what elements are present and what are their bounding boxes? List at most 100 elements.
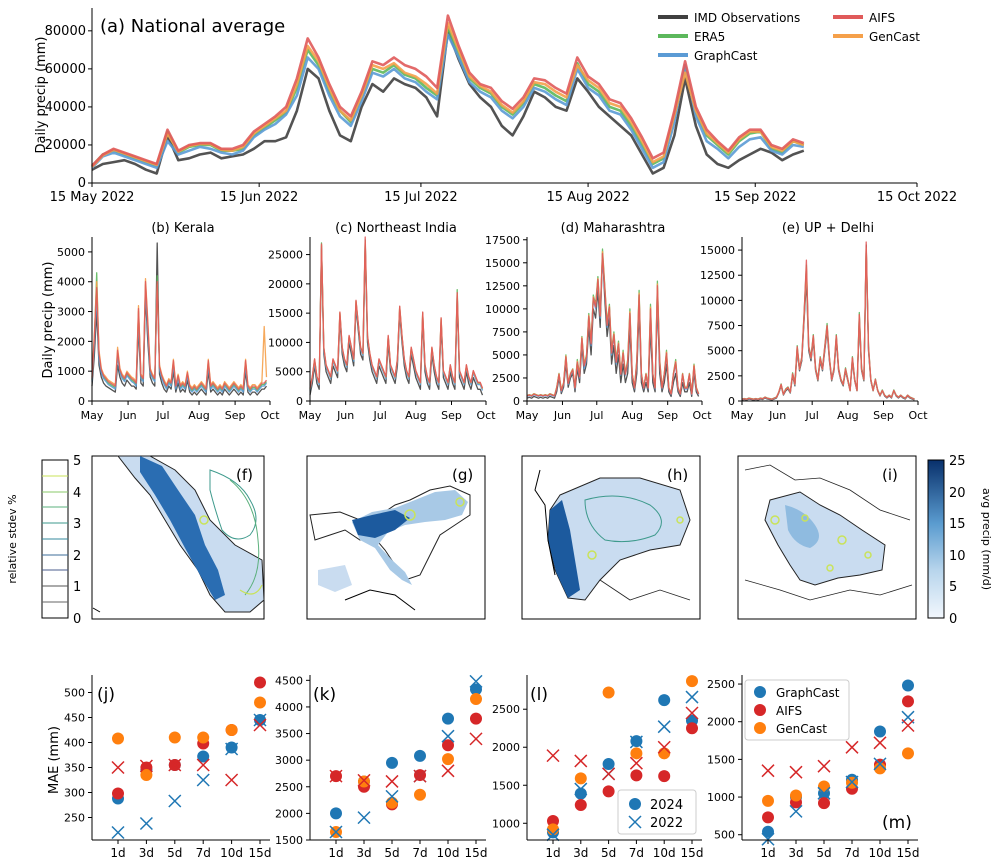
mae-point-gencast-2024 [197,731,210,744]
mae-cross-graphcast-2022 [845,775,859,789]
x-tick-label: Oct [476,409,496,422]
map-contour [864,551,872,559]
y-tick-label: 0 [78,176,86,191]
mae-cross-aifs-2022 [441,764,455,778]
mae-point-aifs-2024 [602,785,615,798]
panel-j: MAE (mm) (j) 250 300 350 400 450 500 1d 3d 5d 7d 1… [47,675,271,860]
y-tick-label: 7500 [707,320,735,333]
mae-cross-aifs-2022 [225,773,239,787]
mae-point-graphcast-2024 [330,807,342,820]
x-tick-label: 15d [897,846,920,860]
legend-label-gencast: GenCast [869,30,920,44]
panel-j-label: (j) [97,685,115,705]
legend-l-2022: 2022 [650,816,683,831]
mae-point-graphcast-2024 [225,741,238,754]
map-borders [309,485,471,581]
y-tick-label: 5000 [275,366,303,379]
y-tick-label: 300 [64,787,85,800]
mae-point-gencast-2024 [225,724,238,736]
mae-point-gencast-2024 [547,823,559,836]
y-tick-label: 1000 [492,817,520,830]
y-tick-label: 15000 [268,307,303,320]
legend-m-circle [754,722,766,734]
mae-point-aifs-2024 [762,811,774,824]
map-contour [676,516,684,524]
legend-a: IMD Observations ERA5 GraphCast AIFS Gen… [658,11,920,63]
y-tick-label: 2500 [492,703,520,716]
legend-m-circle [754,704,766,716]
x-tick-label: Sep [873,409,894,422]
legend-l-cross [628,815,642,829]
mae-point-gencast-2024 [686,675,698,688]
map-contour [199,515,209,525]
y-tick-label: 20000 [45,138,86,153]
mae-point-aifs-2024 [547,814,559,827]
map-high-precip [140,456,225,600]
mae-point-aifs-2024 [902,695,914,708]
y-tick-label: 5000 [492,349,520,362]
y-tick-label: 2000 [707,716,735,729]
map-high-precip [548,500,580,598]
y-tick-label: 2500 [492,372,520,385]
legend-l-2024: 2024 [650,798,683,813]
axes-d [526,237,702,402]
axes-k [309,675,486,841]
y-tick-label: 3000 [57,306,85,319]
mae-cross-aifs-2022 [789,765,803,779]
panel-a-ylabel: Daily precip (mm) [34,37,49,154]
mae-cross-aifs-2022 [817,759,831,773]
mae-cross-aifs-2022 [469,732,483,746]
x-tick-label: Sep [225,409,246,422]
mae-point-aifs-2024 [658,770,671,783]
legend-m: GraphCast AIFS GenCast [744,679,850,741]
colorbar-stdev-tick: 1 [73,580,81,595]
panel-k-label: (k) [313,685,336,705]
map-kerala: (f) [91,455,265,620]
legend-l: 2024 2022 [617,789,697,835]
mae-point-gencast-2024 [414,788,426,801]
mae-cross-aifs-2022 [253,718,267,732]
series-line-b-aifs [91,281,268,390]
mae-point-gencast-2024 [902,747,914,760]
colorbar-stdev-tick: 4 [73,486,81,501]
series-line-b-imd-observations [91,242,268,396]
series-line-e-graphcast [741,254,915,401]
map-region-shape [785,505,819,548]
mae-cross-aifs-2022 [657,740,671,754]
map-northeast-label: (g) [452,466,473,484]
y-tick-label: 1500 [492,779,520,792]
map-up-delhi: (i) [737,455,917,620]
mae-cross-graphcast-2022 [225,742,239,756]
x-tick-label: Sep [657,409,678,422]
mae-point-graphcast-2024 [902,679,914,692]
map-coast [92,607,101,613]
legend-label-imd: IMD Observations [694,11,800,25]
y-tick-label: 15000 [485,257,520,270]
y-tick-label: 0 [728,395,735,408]
mae-cross-graphcast-2022 [385,789,399,803]
mae-point-graphcast-2024 [414,749,426,762]
series-line-a-aifs [91,14,805,167]
map-contour [404,509,416,521]
mae-point-gencast-2024 [762,794,774,807]
x-tick-label: 15 Aug 2022 [546,190,629,205]
series-line-e-era5 [741,249,915,400]
mae-cross-aifs-2022 [845,740,859,754]
panel-d: (d) Maharashtra 0 2500 5000 7500 10000 12500 1… [485,221,712,422]
mae-point-gencast-2024 [358,775,370,788]
x-tick-label: Aug [837,409,858,422]
y-tick-label: 500 [714,829,735,842]
map-contour [837,535,847,545]
x-tick-label: Jul [589,409,603,422]
y-tick-label: 450 [64,712,85,725]
colorbar-stdev-tick: 2 [73,549,81,564]
y-tick-label: 2500 [275,781,303,794]
mae-point-graphcast-2024 [602,757,615,770]
colorbar-precip-label: avg precip (mm/d) [980,488,993,590]
y-tick-label: 2000 [492,741,520,754]
map-maharashtra: (h) [521,455,701,620]
y-tick-label: 20000 [268,278,303,291]
mae-point-gencast-2024 [112,732,124,745]
mae-cross-aifs-2022 [873,736,887,750]
